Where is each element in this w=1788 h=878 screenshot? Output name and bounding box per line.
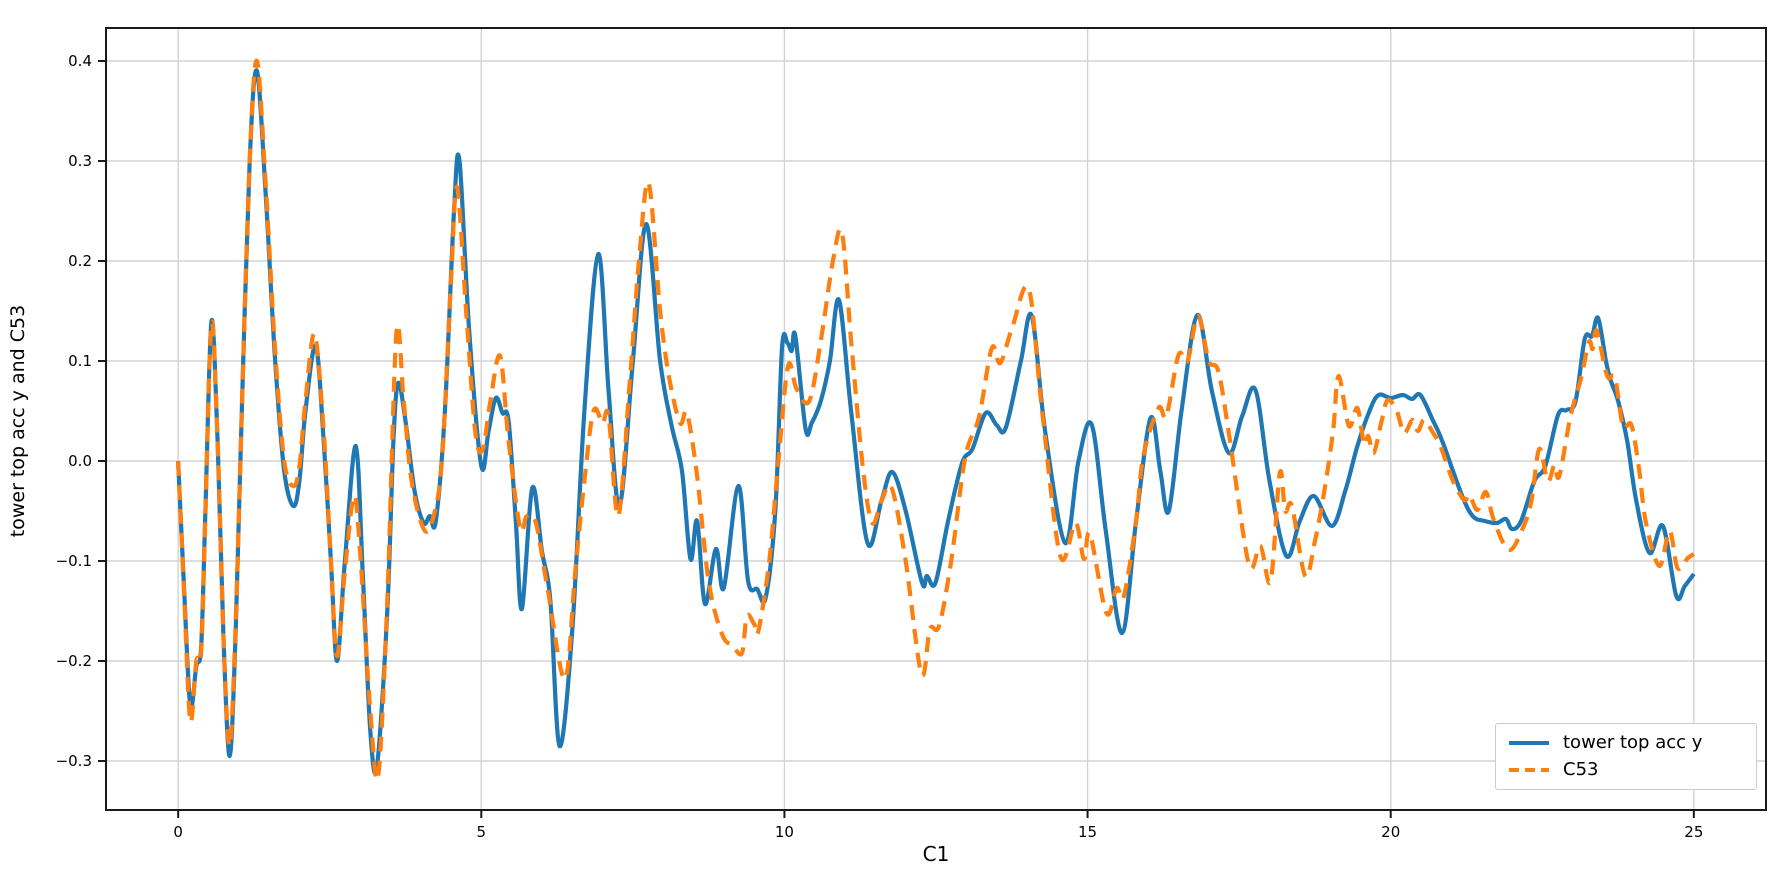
x-tick-label: 25 <box>1684 823 1703 841</box>
y-tick-label: 0.0 <box>68 452 92 470</box>
y-tick-label: 0.4 <box>68 52 92 70</box>
legend: tower top acc y C53 <box>1495 723 1757 790</box>
y-tick-label: −0.1 <box>56 552 92 570</box>
legend-label: tower top acc y <box>1563 732 1703 753</box>
legend-label: C53 <box>1563 759 1599 780</box>
y-tick-label: −0.3 <box>56 752 92 770</box>
legend-item-c53: C53 <box>1508 759 1744 780</box>
x-tick-label: 0 <box>173 823 183 841</box>
series-line-tower-top-acc-y <box>176 68 1696 776</box>
series-line-c53 <box>176 58 1696 783</box>
y-tick-label: 0.3 <box>68 152 92 170</box>
y-tick-label: 0.2 <box>68 252 92 270</box>
legend-line-sample-dashed <box>1509 767 1549 772</box>
x-tick-label: 10 <box>775 823 794 841</box>
legend-item-tower-top-acc-y: tower top acc y <box>1508 732 1744 753</box>
y-tick-label: 0.1 <box>68 352 92 370</box>
x-tick-label: 5 <box>477 823 487 841</box>
x-axis-label: C1 <box>922 842 950 866</box>
x-tick-label: 15 <box>1078 823 1097 841</box>
y-axis-label: tower top acc y and C53 <box>7 304 29 538</box>
y-tick-label: −0.2 <box>56 652 92 670</box>
axes-spines <box>105 27 1767 811</box>
x-tick-label: 20 <box>1381 823 1400 841</box>
legend-line-sample-solid <box>1509 740 1549 745</box>
